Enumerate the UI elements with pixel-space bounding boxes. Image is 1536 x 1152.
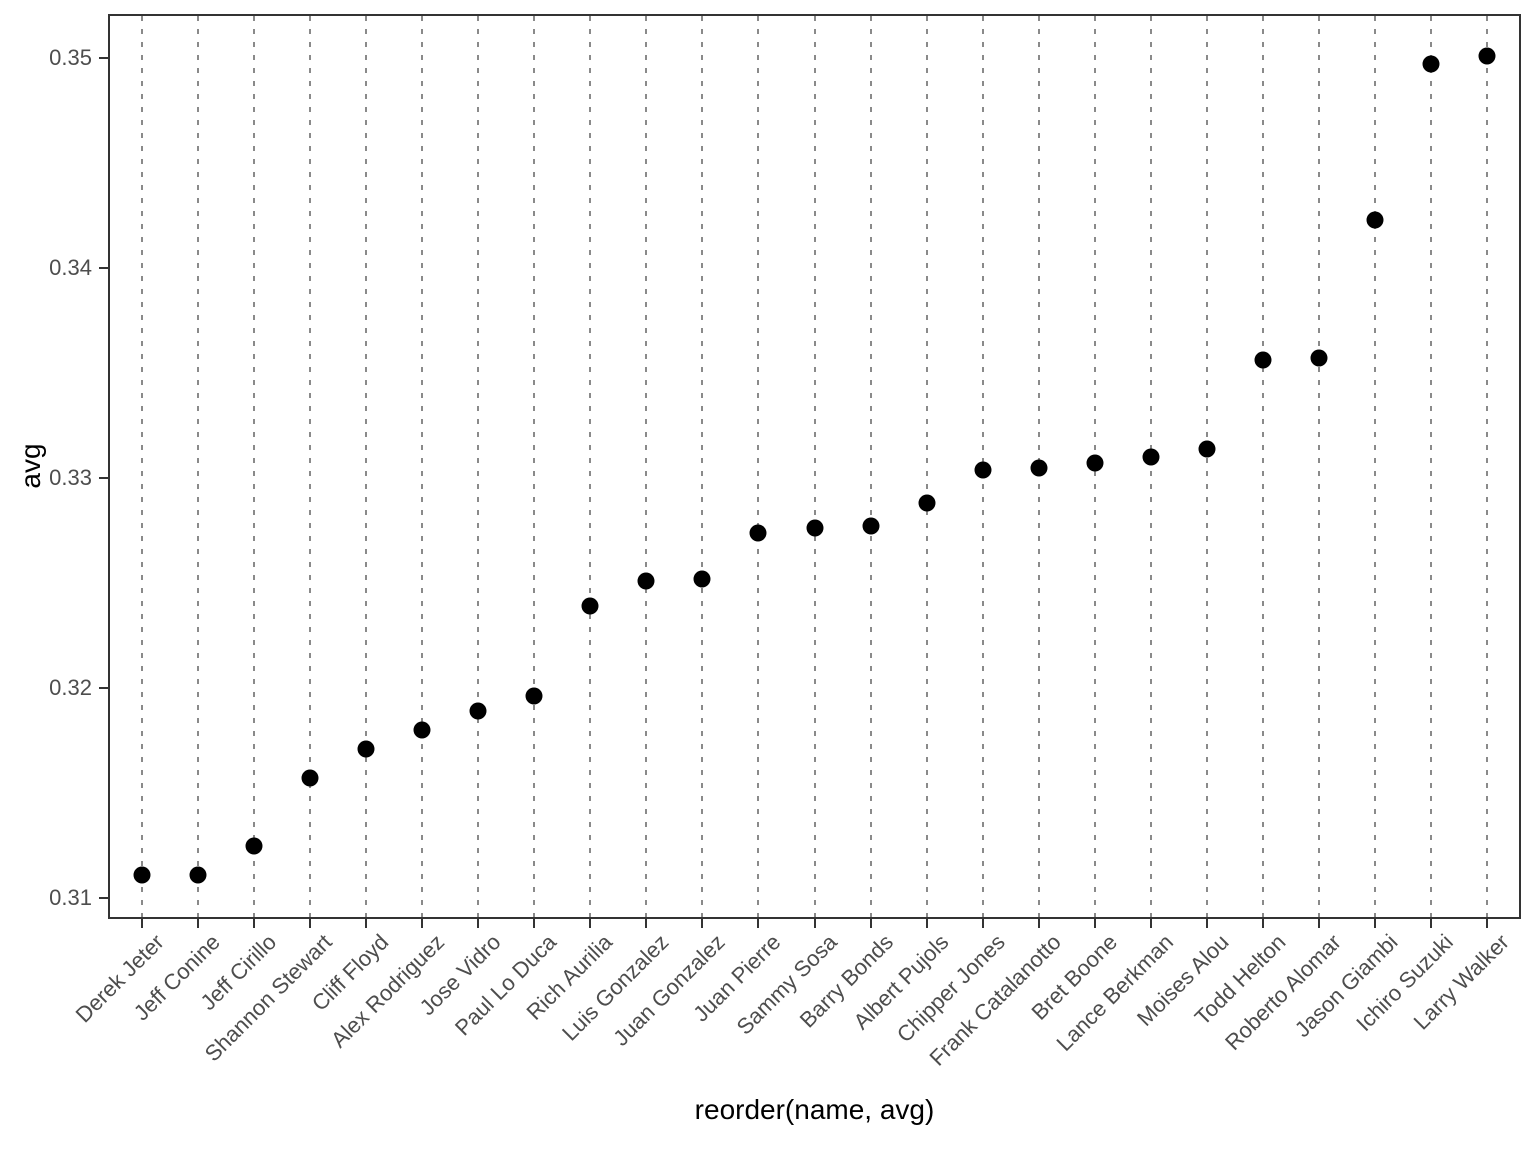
data-point bbox=[1478, 47, 1496, 65]
x-tick-mark bbox=[1318, 919, 1321, 928]
data-point bbox=[357, 740, 375, 758]
gridline-x bbox=[477, 16, 480, 917]
data-point bbox=[1142, 448, 1160, 466]
gridline-x bbox=[701, 16, 704, 917]
data-point bbox=[1366, 211, 1384, 229]
data-point bbox=[1422, 55, 1440, 73]
gridline-x bbox=[140, 16, 143, 917]
y-tick-label: 0.35 bbox=[49, 45, 92, 71]
y-tick-mark bbox=[99, 687, 108, 690]
data-point bbox=[637, 572, 655, 590]
x-tick-mark bbox=[533, 919, 536, 928]
x-tick-mark bbox=[1430, 919, 1433, 928]
x-tick-mark bbox=[589, 919, 592, 928]
x-tick-mark bbox=[981, 919, 984, 928]
gridline-x bbox=[196, 16, 199, 917]
data-point bbox=[1086, 454, 1104, 472]
data-point bbox=[1198, 440, 1216, 458]
x-tick-mark bbox=[1037, 919, 1040, 928]
data-point bbox=[189, 866, 207, 884]
data-point bbox=[749, 524, 767, 542]
x-tick-mark bbox=[1486, 919, 1489, 928]
x-tick-mark bbox=[1093, 919, 1096, 928]
x-tick-mark bbox=[364, 919, 367, 928]
x-tick-mark bbox=[196, 919, 199, 928]
x-tick-mark bbox=[308, 919, 311, 928]
plot-panel bbox=[108, 14, 1521, 919]
gridline-x bbox=[1430, 16, 1433, 917]
gridline-x bbox=[421, 16, 423, 917]
x-tick-mark bbox=[1374, 919, 1377, 928]
x-tick-mark bbox=[757, 919, 760, 928]
y-tick-label: 0.32 bbox=[49, 675, 92, 701]
data-point bbox=[918, 494, 936, 512]
y-tick-mark bbox=[99, 477, 108, 480]
gridline-x bbox=[1486, 16, 1489, 917]
data-point bbox=[469, 702, 487, 720]
gridline-x bbox=[1149, 16, 1152, 917]
data-point bbox=[413, 721, 431, 739]
x-tick-mark bbox=[477, 919, 480, 928]
x-tick-mark bbox=[140, 919, 143, 928]
data-point bbox=[525, 687, 543, 705]
x-tick-mark bbox=[1262, 919, 1265, 928]
data-point bbox=[1310, 349, 1328, 367]
data-point bbox=[133, 866, 151, 884]
data-point bbox=[1030, 459, 1048, 477]
y-tick-label: 0.33 bbox=[49, 465, 92, 491]
gridline-x bbox=[869, 16, 872, 917]
x-tick-mark bbox=[645, 919, 648, 928]
x-tick-mark bbox=[813, 919, 816, 928]
data-point bbox=[862, 517, 880, 535]
x-tick-mark bbox=[421, 919, 423, 928]
gridline-x bbox=[1318, 16, 1321, 917]
data-point bbox=[693, 570, 711, 588]
data-point bbox=[581, 597, 599, 615]
gridline-x bbox=[1374, 16, 1377, 917]
gridline-x bbox=[364, 16, 367, 917]
gridline-x bbox=[1206, 16, 1208, 917]
data-point bbox=[1254, 351, 1272, 369]
gridline-x bbox=[1262, 16, 1265, 917]
x-tick-mark bbox=[869, 919, 872, 928]
y-tick-label: 0.31 bbox=[49, 885, 92, 910]
gridline-x bbox=[589, 16, 592, 917]
gridline-x bbox=[308, 16, 311, 917]
gridline-x bbox=[757, 16, 760, 917]
y-tick-mark bbox=[99, 57, 108, 60]
gridline-x bbox=[252, 16, 255, 917]
x-axis-title: reorder(name, avg) bbox=[694, 1094, 935, 1125]
y-tick-mark bbox=[99, 267, 108, 270]
x-tick-mark bbox=[252, 919, 255, 928]
gridline-x bbox=[925, 16, 928, 917]
y-tick-label: 0.34 bbox=[49, 255, 92, 281]
data-point bbox=[245, 837, 263, 854]
x-tick-mark bbox=[1206, 919, 1208, 928]
x-tick-mark bbox=[701, 919, 704, 928]
y-tick-mark bbox=[99, 897, 108, 899]
data-point bbox=[974, 461, 992, 479]
gridline-x bbox=[533, 16, 536, 917]
x-tick-mark bbox=[1149, 919, 1152, 928]
data-point bbox=[806, 519, 823, 537]
gridline-x bbox=[645, 16, 648, 917]
x-tick-mark bbox=[925, 919, 928, 928]
gridline-x bbox=[813, 16, 816, 917]
data-point bbox=[301, 769, 319, 787]
